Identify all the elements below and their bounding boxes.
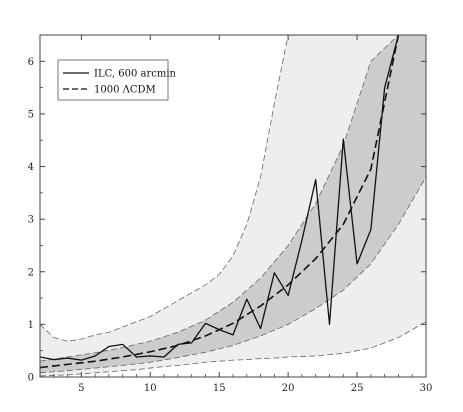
y-tick-label: 1 [28, 320, 34, 331]
y-tick-label: 3 [28, 215, 34, 226]
x-tick-label: 20 [282, 383, 295, 394]
x-tick-label: 10 [144, 383, 157, 394]
band-outer-upper-edge [40, 35, 426, 342]
legend-label-ilc: ILC, 600 arcmin [94, 69, 177, 80]
plot-area: 5 10 15 20 25 30 0 1 2 3 4 5 6 [28, 34, 433, 394]
series-line-lcdm [40, 35, 400, 369]
confidence-bands [40, 35, 426, 377]
legend-box [57, 59, 169, 101]
band-inner-upper-edge [40, 35, 426, 362]
x-axis-ticks: 5 10 15 20 25 30 [53, 35, 433, 394]
x-tick-label: 15 [213, 383, 226, 394]
y-tick-label: 2 [28, 267, 34, 278]
series-lines [40, 35, 400, 369]
x-tick-label: 5 [78, 383, 84, 394]
x-tick-label: 25 [351, 383, 364, 394]
y-tick-label: 4 [28, 162, 34, 173]
band-inner [40, 35, 426, 373]
legend: ILC, 600 arcmin 1000 ΛCDM [57, 59, 177, 101]
y-tick-label: 6 [28, 57, 34, 68]
y-tick-label: 0 [28, 373, 34, 384]
y-tick-label: 5 [28, 109, 34, 120]
y-axis-ticks: 0 1 2 3 4 5 6 [28, 57, 426, 384]
band-outer-lower-edge [40, 321, 426, 377]
x-tick-label: 30 [420, 383, 433, 394]
legend-label-lcdm: 1000 ΛCDM [94, 85, 156, 96]
band-inner-lower-edge [40, 176, 426, 374]
